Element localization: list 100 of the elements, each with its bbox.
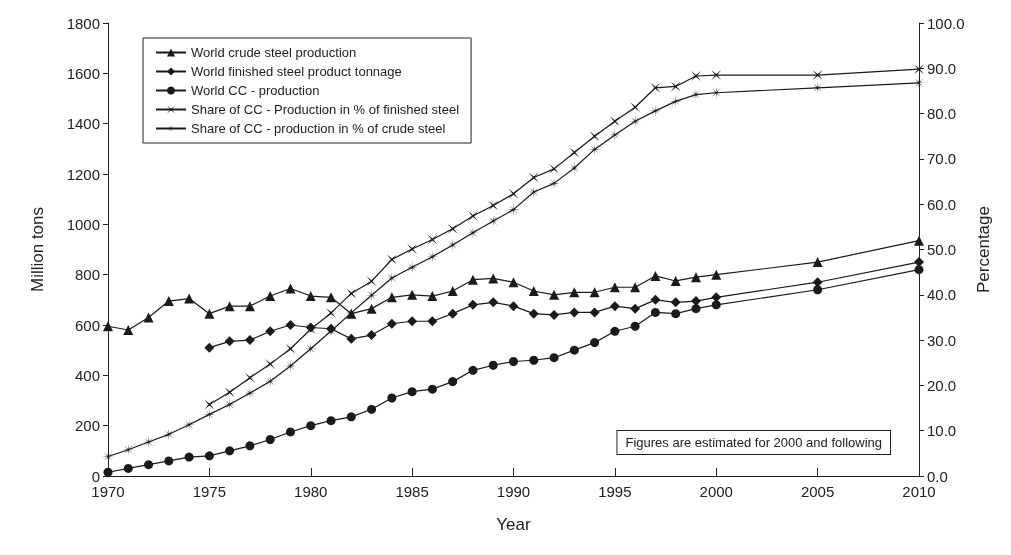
point	[285, 343, 296, 354]
point	[813, 285, 823, 295]
point	[285, 320, 296, 330]
point	[285, 283, 296, 294]
point	[326, 292, 337, 303]
point	[265, 326, 276, 337]
y2-tick-label: 50.0	[927, 241, 957, 258]
x-tick-label: 1990	[496, 483, 531, 500]
point	[144, 460, 154, 470]
x-tick-label: 1985	[395, 483, 429, 500]
point	[244, 335, 255, 346]
point	[224, 336, 235, 347]
point	[224, 301, 235, 312]
point	[225, 446, 235, 456]
point	[346, 412, 356, 422]
point	[549, 309, 560, 320]
point	[224, 387, 235, 398]
point	[305, 291, 316, 302]
point	[488, 297, 499, 308]
point	[812, 257, 823, 268]
point	[204, 342, 215, 353]
y2-tick-label: 30.0	[927, 331, 957, 349]
point	[650, 82, 661, 93]
point	[285, 427, 295, 437]
point	[509, 356, 518, 366]
y2-tick-label: 70.0	[927, 150, 957, 168]
point	[447, 308, 458, 319]
x-axis-title: Year	[496, 515, 532, 534]
annotation: Figures are estimated for 2000 and following	[625, 435, 883, 450]
point	[163, 296, 174, 307]
point	[244, 372, 255, 383]
point	[528, 286, 539, 297]
point	[609, 282, 620, 293]
point	[670, 297, 681, 308]
point	[569, 307, 580, 318]
point	[467, 274, 478, 285]
point	[630, 321, 640, 331]
legend-label: World CC - production	[191, 83, 320, 98]
y-tick-label: 0	[91, 467, 100, 485]
y2-tick-label: 100.0	[927, 14, 965, 32]
point	[488, 273, 499, 284]
point	[914, 265, 924, 275]
point	[306, 421, 316, 431]
y2-tick-label: 80.0	[927, 105, 957, 123]
point	[387, 393, 397, 403]
point	[386, 254, 397, 265]
point	[528, 172, 539, 183]
point	[427, 234, 438, 245]
point	[488, 360, 498, 370]
point	[407, 387, 417, 397]
point	[346, 288, 357, 299]
point	[529, 355, 539, 365]
point	[549, 353, 559, 363]
point	[507, 203, 520, 216]
point	[265, 291, 276, 302]
point	[589, 307, 600, 318]
y-tick-label: 1200	[66, 165, 100, 183]
point	[407, 289, 418, 300]
y2-tick-label: 60.0	[927, 195, 957, 213]
point	[122, 443, 135, 456]
y-axis-title: Million tons	[28, 206, 47, 293]
x-tick-label: 2010	[902, 483, 936, 500]
point	[650, 294, 661, 305]
point	[812, 70, 823, 81]
y-tick-label: 400	[74, 366, 100, 384]
point	[630, 282, 641, 293]
point	[164, 456, 174, 466]
legend-label: Share of CC - production in % of crude steel	[191, 121, 446, 136]
point	[590, 338, 600, 348]
point	[549, 163, 560, 174]
y-tick-label: 1600	[66, 64, 100, 82]
point	[103, 321, 113, 332]
point	[366, 276, 377, 287]
x-tick-label: 1980	[294, 483, 328, 500]
point	[467, 210, 478, 221]
point	[447, 223, 458, 234]
point	[244, 301, 255, 312]
point	[427, 384, 437, 394]
point	[690, 272, 701, 283]
point	[204, 399, 215, 410]
point	[669, 95, 682, 108]
point	[914, 64, 924, 75]
point	[204, 308, 215, 319]
point	[569, 345, 579, 355]
y2-tick-label: 40.0	[927, 286, 957, 304]
point	[569, 147, 580, 158]
point	[569, 287, 580, 298]
point	[630, 102, 641, 113]
x-tick-label: 2005	[800, 483, 835, 500]
point	[265, 359, 276, 370]
point	[203, 408, 216, 421]
x-tick-label: 2000	[699, 483, 733, 500]
point	[367, 404, 377, 414]
y-tick-label: 800	[74, 266, 100, 284]
point	[914, 235, 924, 246]
point	[589, 131, 600, 142]
point	[508, 188, 519, 199]
y2-tick-label: 10.0	[927, 422, 957, 440]
point	[468, 365, 478, 375]
point	[690, 71, 701, 81]
